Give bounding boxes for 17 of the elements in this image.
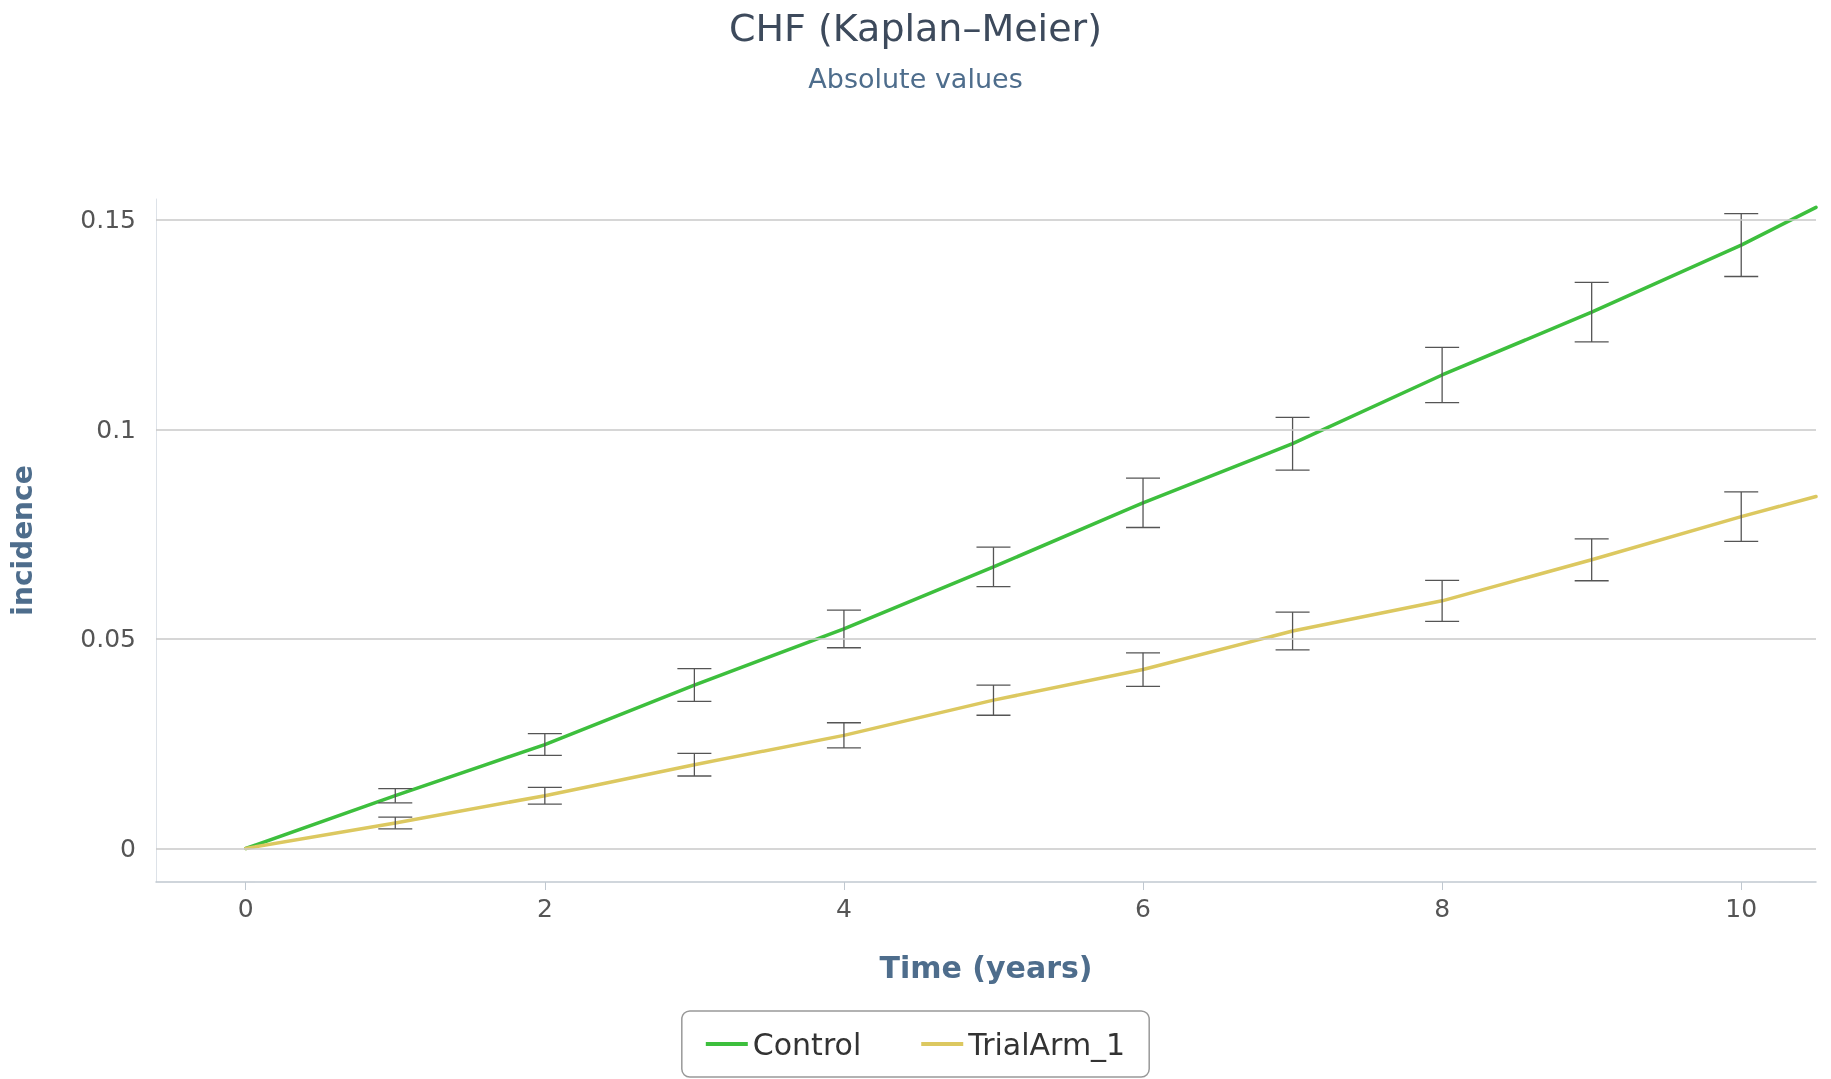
chart-subtitle: Absolute values: [808, 63, 1023, 94]
x-tick-label: 10: [1725, 894, 1758, 923]
x-axis-title: Time (years): [879, 949, 1093, 985]
x-tick-label: 2: [536, 894, 553, 923]
chart-title: CHF (Kaplan–Meier): [728, 6, 1103, 50]
y-axis-title: incidence: [5, 465, 39, 616]
legend-label: TrialArm_1: [967, 1026, 1126, 1062]
x-tick-label: 8: [1434, 894, 1451, 923]
x-tick-label: 0: [237, 894, 254, 923]
legend-label: Control: [752, 1026, 862, 1062]
y-tick-label: 0.1: [96, 414, 136, 444]
x-tick-label: 4: [835, 894, 852, 923]
y-tick-label: 0.05: [80, 624, 136, 654]
y-tick-label: 0: [120, 833, 136, 863]
y-tick-label: 0.15: [80, 205, 136, 235]
line-series: [243, 494, 1818, 851]
x-tick-label: 6: [1135, 894, 1151, 923]
